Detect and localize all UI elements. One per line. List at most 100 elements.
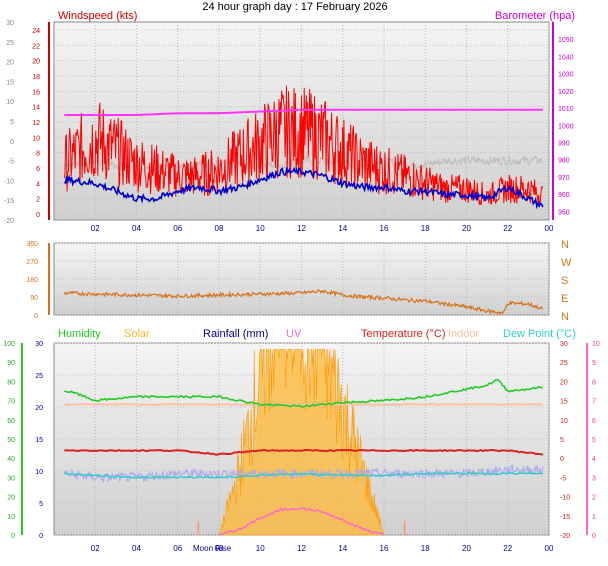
wind-outer-tick: 10 [6,99,14,106]
barometer-series-line [64,108,543,116]
humidity-tick: 50 [7,437,15,444]
wind-inner-tick: 24 [32,28,40,35]
multi-x-tick: 06 [173,544,182,553]
wind-x-tick: 14 [338,224,347,233]
temp-tick: -15 [560,514,570,521]
wind-x-tick: 06 [173,224,182,233]
temp-tick: 0 [560,456,564,463]
temperature-series-line [64,448,543,456]
wind-outer-tick: -5 [8,159,14,166]
temp-tick: 15 [560,399,568,406]
humidity-tick: 90 [7,360,15,367]
rain-tick: 30 [35,341,43,348]
uv-tick: 8 [592,379,596,386]
humidity-tick: 80 [7,379,15,386]
direction-tick: 270 [26,259,38,266]
multi-x-tick: 02 [91,544,100,553]
moon-rise-label: Moon Rise [193,544,232,553]
uv-tick: 2 [592,495,596,502]
wind-inner-tick: 12 [32,120,40,127]
chart-title: 24 hour graph day : 17 February 2026 [202,1,387,13]
wind-inner-tick: 2 [36,197,40,204]
baro-tick: 980 [558,158,570,165]
temp-tick: 25 [560,360,568,367]
rain-tick: 10 [35,469,43,476]
humidity-tick: 10 [7,514,15,521]
wind-inner-tick: 14 [32,105,40,112]
wind-x-tick: 18 [421,224,430,233]
multi-x-tick: 12 [297,544,306,553]
wind-x-tick: 22 [503,224,512,233]
uv-series-line [218,507,385,536]
rain-tick: 25 [35,373,43,380]
humidity-tick: 30 [7,475,15,482]
multi-x-tick: 00 [545,544,554,553]
multi-x-tick: 08 [215,544,224,553]
wind-inner-tick: 4 [36,181,40,188]
multi-x-tick: 22 [503,544,512,553]
temp-tick: 20 [560,379,568,386]
compass-label: W [561,257,572,269]
multi-x-tick: 20 [462,544,471,553]
wind-x-tick: 00 [545,224,554,233]
direction-tick: 0 [34,313,38,320]
humidity-tick: 20 [7,495,15,502]
uv-tick: 9 [592,360,596,367]
compass-label: N [561,239,569,251]
multi-x-tick: 14 [338,544,347,553]
wind-inner-tick: 6 [36,166,40,173]
legend-entry: Rainfall (mm) [203,328,268,340]
multi-x-tick: 04 [132,544,141,553]
indoor-series-line [64,403,543,406]
multi-panel: Humidity Solar Rainfall (mm) UV Temperature … [3,328,600,553]
wind-x-tick: 10 [256,224,265,233]
legend-entry: Dew Point (°C) [503,328,576,340]
baro-tick: 1000 [558,123,574,130]
baro-tick: 1040 [558,54,574,61]
humidity-tick: 100 [3,341,15,348]
legend-entry: Temperature (°C) [361,328,445,340]
rain-tick: 0 [39,533,43,540]
rain-tick: 5 [39,501,43,508]
wind-inner-tick: 10 [32,135,40,142]
legend-entry: Solar [124,328,150,340]
wind-inner-tick: 8 [36,151,40,158]
direction-tick: 90 [30,295,38,302]
temp-tick: -20 [560,533,570,540]
wind-x-tick: 04 [132,224,141,233]
uv-tick: 7 [592,399,596,406]
wind-inner-tick: 16 [32,89,40,96]
wind-outer-tick: 25 [6,40,14,47]
wind-outer-tick: -10 [4,178,14,185]
baro-tick: 960 [558,192,570,199]
windspeed-axis-label: Windspeed (kts) [58,10,137,22]
direction-tick: 360 [26,241,38,248]
compass-label: E [561,293,568,305]
humidity-tick: 60 [7,418,15,425]
apparent-series-line [63,464,544,484]
wind-outer-tick: 5 [10,119,14,126]
baro-tick: 1020 [558,89,574,96]
compass-label: N [561,311,569,323]
temp-tick: 10 [560,418,568,425]
wind-inner-tick: 0 [36,212,40,219]
wind-inner-tick: 22 [32,43,40,50]
humidity-series-line [64,378,543,408]
uv-tick: 5 [592,437,596,444]
baro-tick: 1050 [558,37,574,44]
uv-tick: 3 [592,475,596,482]
multi-x-tick: 10 [256,544,265,553]
wind-x-tick: 08 [215,224,224,233]
wind-outer-tick: -20 [4,218,14,225]
uv-tick: 0 [592,533,596,540]
baro-tick: 950 [558,209,570,216]
temp-tick: -5 [560,475,566,482]
wind-outer-tick: 15 [6,79,14,86]
temp-tick: -10 [560,495,570,502]
barometer-axis-label: Barometer (hpa) [495,10,575,22]
wind-baro-panel: Windspeed (kts) Barometer (hpa) 30252015… [4,10,575,233]
rain-tick: 20 [35,405,43,412]
direction-tick: 180 [26,277,38,284]
